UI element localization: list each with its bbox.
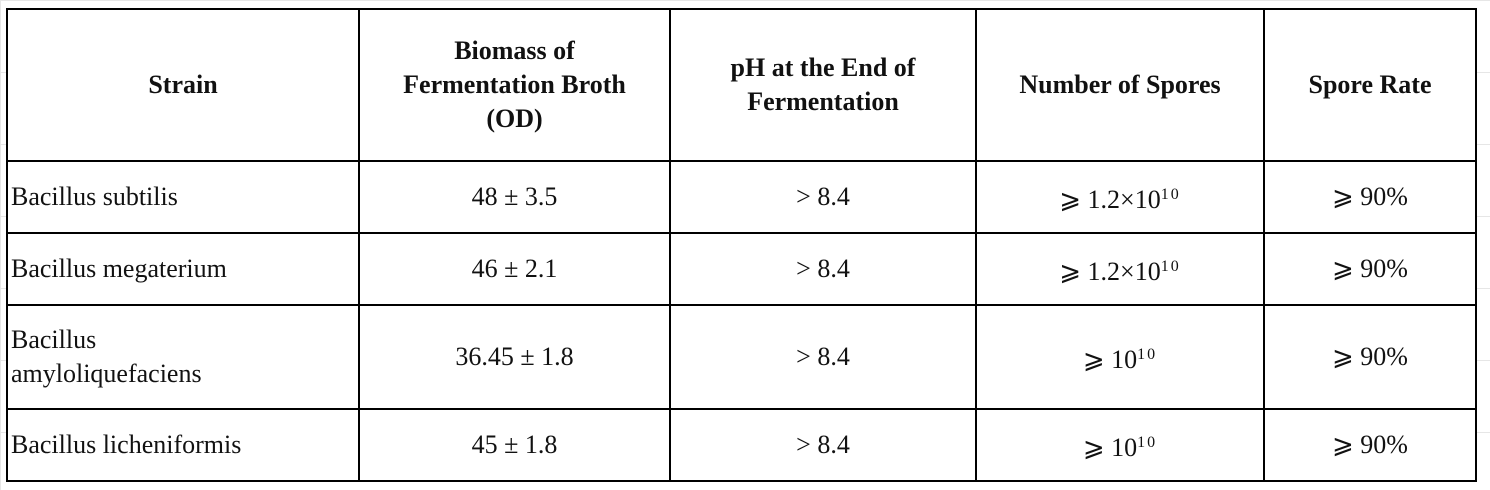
cell-biomass: 46 ± 2.1 (358, 232, 671, 306)
header-spores: Number of Spores (975, 8, 1265, 162)
cell-spore-rate: ⩾ 90% (1263, 160, 1477, 234)
cell-biomass: 36.45 ± 1.8 (358, 304, 671, 410)
cell-ph: > 8.4 (669, 304, 977, 410)
spores-exponent: 10 (1137, 345, 1158, 363)
header-row: Strain Biomass of Fermentation Broth (OD… (6, 8, 1477, 162)
cell-ph: > 8.4 (669, 232, 977, 306)
cell-spores: ⩾ 1.2×1010 (975, 232, 1265, 306)
strain-text: Bacillus amyloliquefaciens (11, 325, 202, 388)
spores-base: ⩾ 1.2×10 (1059, 184, 1161, 214)
spores-base: ⩾ 10 (1082, 344, 1138, 374)
cell-strain: Bacillus amyloliquefaciens (6, 304, 360, 410)
cell-biomass: 45 ± 1.8 (358, 408, 671, 482)
header-ph: pH at the End of Fermentation (669, 8, 977, 162)
cell-spores: ⩾ 1010 (975, 408, 1265, 482)
table-row: Bacillus licheniformis 45 ± 1.8 > 8.4 ⩾ … (6, 408, 1477, 482)
cell-spore-rate: ⩾ 90% (1263, 304, 1477, 410)
cell-spore-rate: ⩾ 90% (1263, 232, 1477, 306)
cell-biomass: 48 ± 3.5 (358, 160, 671, 234)
header-spore-rate: Spore Rate (1263, 8, 1477, 162)
spores-base: ⩾ 10 (1082, 432, 1138, 462)
strain-fermentation-table: Strain Biomass of Fermentation Broth (OD… (6, 8, 1477, 482)
table-row: Bacillus amyloliquefaciens 36.45 ± 1.8 >… (6, 304, 1477, 410)
cell-ph: > 8.4 (669, 160, 977, 234)
cell-ph: > 8.4 (669, 408, 977, 482)
cell-spore-rate: ⩾ 90% (1263, 408, 1477, 482)
cell-strain: Bacillus megaterium (6, 232, 360, 306)
spores-base: ⩾ 1.2×10 (1059, 256, 1161, 286)
spores-exponent: 10 (1160, 257, 1181, 275)
header-ph-text: pH at the End of Fermentation (730, 53, 916, 116)
cell-spores: ⩾ 1010 (975, 304, 1265, 410)
table-row: Bacillus megaterium 46 ± 2.1 > 8.4 ⩾ 1.2… (6, 232, 1477, 306)
header-biomass: Biomass of Fermentation Broth (OD) (358, 8, 671, 162)
spores-exponent: 10 (1160, 185, 1181, 203)
header-strain: Strain (6, 8, 360, 162)
table-row: Bacillus subtilis 48 ± 3.5 > 8.4 ⩾ 1.2×1… (6, 160, 1477, 234)
spores-exponent: 10 (1137, 433, 1158, 451)
cell-strain: Bacillus subtilis (6, 160, 360, 234)
header-biomass-text: Biomass of Fermentation Broth (OD) (403, 36, 626, 133)
cell-strain: Bacillus licheniformis (6, 408, 360, 482)
cell-spores: ⩾ 1.2×1010 (975, 160, 1265, 234)
